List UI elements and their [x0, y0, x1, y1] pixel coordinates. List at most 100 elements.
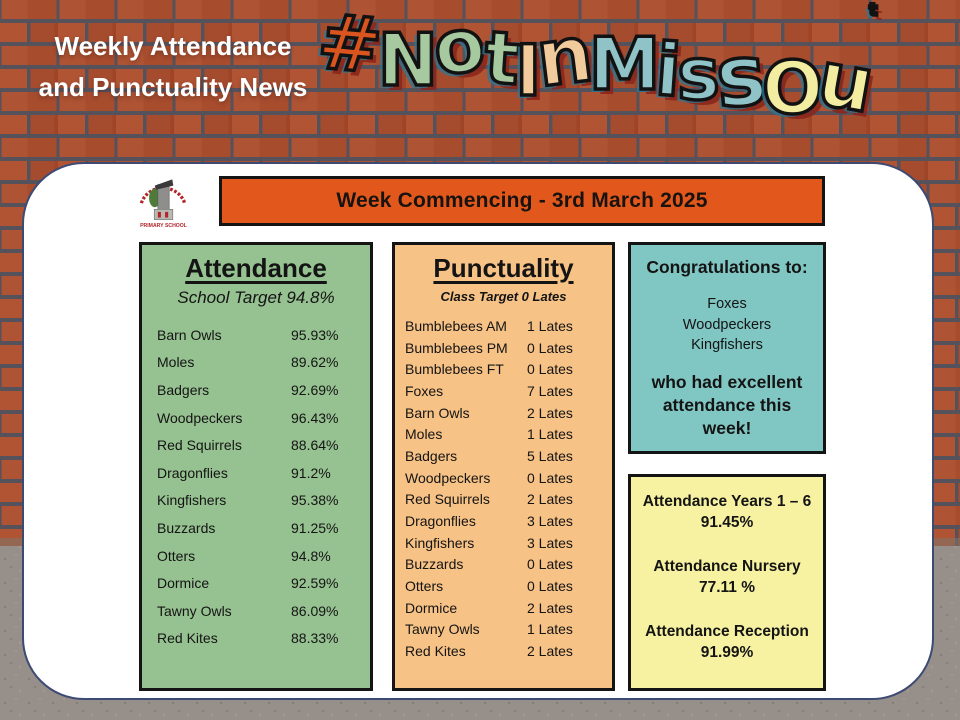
attendance-value: 91.2%: [291, 464, 331, 481]
lates-value: 2 Lates: [527, 643, 573, 660]
class-name: Woodpeckers: [157, 409, 243, 426]
attendance-summary-panel: Attendance Years 1 – 6 91.45% Attendance…: [628, 474, 826, 691]
class-name: Red Squirrels: [405, 491, 490, 508]
logo-letter: s: [675, 32, 721, 116]
class-name: Foxes: [405, 382, 444, 399]
class-name: Buzzards: [157, 519, 216, 536]
punctuality-list: Bumblebees AM 1 Lates Bumblebees PM 0 La…: [395, 315, 612, 662]
class-name: Barn Owls: [157, 326, 222, 343]
logo-letter: I: [513, 30, 543, 112]
lates-value: 2 Lates: [527, 404, 573, 421]
attendance-row: Badgers 92.69%: [142, 376, 370, 404]
attendance-row: Red Squirrels 88.64%: [142, 431, 370, 459]
class-name: Barn Owls: [405, 404, 470, 421]
punctuality-row: Red Kites 2 Lates: [395, 640, 612, 662]
logo-letter: s: [710, 23, 772, 128]
logo-letter: N: [376, 18, 440, 102]
congratulations-message: who had excellent attendance this week!: [651, 371, 803, 438]
class-name: Tawny Owls: [157, 602, 232, 619]
punctuality-row: Foxes 7 Lates: [395, 380, 612, 402]
attendance-value: 94.8%: [291, 547, 331, 564]
congratulated-class: Kingfishers: [691, 337, 763, 353]
page-title-line1: Weekly Attendance: [54, 31, 292, 61]
punctuality-row: Woodpeckers 0 Lates: [395, 467, 612, 489]
lates-value: 3 Lates: [527, 513, 573, 530]
summary-value: 91.45%: [700, 514, 754, 531]
congratulations-classes: Foxes Woodpeckers Kingfishers: [631, 294, 823, 356]
class-name: Kingfishers: [405, 534, 475, 551]
attendance-panel: Attendance School Target 94.8% Barn Owls…: [139, 242, 373, 691]
school-logo: PRIMARY SCHOOL: [139, 179, 187, 229]
summary-label: Attendance Reception: [645, 623, 809, 640]
class-name: Otters: [157, 547, 196, 564]
logo-letter: t: [868, 0, 879, 19]
summary-item: Attendance Reception 91.99%: [631, 621, 823, 663]
attendance-row: Kingfishers 95.38%: [142, 487, 370, 515]
punctuality-row: Dormice 2 Lates: [395, 597, 612, 619]
logo-base-mark: [165, 211, 169, 218]
attendance-value: 88.64%: [291, 437, 339, 454]
class-name: Red Squirrels: [157, 437, 242, 454]
attendance-row: Tawny Owls 86.09%: [142, 597, 370, 625]
class-name: Red Kites: [157, 630, 218, 647]
congratulated-class: Foxes: [707, 296, 747, 312]
class-name: Moles: [405, 426, 443, 443]
attendance-row: Woodpeckers 96.43%: [142, 404, 370, 432]
lates-value: 0 Lates: [527, 578, 573, 595]
class-name: Dormice: [405, 599, 458, 616]
lates-value: 7 Lates: [527, 382, 573, 399]
attendance-value: 96.43%: [291, 409, 339, 426]
lates-value: 3 Lates: [527, 534, 573, 551]
punctuality-title: Punctuality: [433, 253, 574, 283]
class-name: Kingfishers: [157, 492, 227, 509]
punctuality-panel: Punctuality Class Target 0 Lates Bumbleb…: [392, 242, 615, 691]
attendance-title: Attendance: [185, 253, 327, 283]
summary-label: Attendance Nursery: [653, 558, 801, 575]
logo-letter: O: [760, 46, 825, 130]
punctuality-row: Bumblebees FT 0 Lates: [395, 358, 612, 380]
logo-base-mark: [157, 211, 161, 218]
summary-item: Attendance Years 1 – 6 91.45%: [631, 491, 823, 533]
logo-tower-roof: [154, 179, 174, 190]
lates-value: 1 Lates: [527, 426, 573, 443]
punctuality-row: Bumblebees PM 0 Lates: [395, 337, 612, 359]
punctuality-row: Dragonflies 3 Lates: [395, 510, 612, 532]
class-name: Bumblebees PM: [405, 339, 508, 356]
class-name: Buzzards: [405, 556, 464, 573]
attendance-row: Moles 89.62%: [142, 349, 370, 377]
congratulated-class: Woodpeckers: [682, 316, 772, 333]
attendance-row: Dragonflies 91.2%: [142, 459, 370, 487]
punctuality-row: Otters 0 Lates: [395, 575, 612, 597]
logo-letter: #: [313, 0, 388, 92]
attendance-value: 86.09%: [291, 602, 339, 619]
punctuality-row: Buzzards 0 Lates: [395, 554, 612, 576]
summary-value: 77.11 %: [698, 579, 756, 596]
logo-base: [153, 209, 174, 220]
page-title: Weekly Attendance and Punctuality News: [16, 26, 330, 108]
class-name: Dragonflies: [405, 513, 476, 530]
class-name: Woodpeckers: [405, 469, 491, 486]
punctuality-row: Moles 1 Lates: [395, 423, 612, 445]
summary-item: Attendance Nursery 77.11 %: [631, 556, 823, 598]
attendance-summary-list: Attendance Years 1 – 6 91.45% Attendance…: [631, 477, 823, 663]
logo-letter: M: [587, 22, 662, 106]
page-title-line2: and Punctuality News: [38, 72, 308, 102]
class-name: Bumblebees FT: [405, 361, 504, 378]
congratulations-panel: Congratulations to: Foxes Woodpeckers Ki…: [628, 242, 826, 454]
lates-value: 5 Lates: [527, 447, 573, 464]
logo-letter: n: [530, 7, 600, 107]
punctuality-row: Bumblebees AM 1 Lates: [395, 315, 612, 337]
attendance-value: 88.33%: [291, 630, 339, 647]
lates-value: 0 Lates: [527, 361, 573, 378]
attendance-value: 95.93%: [291, 326, 339, 343]
class-name: Otters: [405, 578, 444, 595]
attendance-row: Red Kites 88.33%: [142, 625, 370, 653]
logo-letter: o: [428, 0, 491, 94]
lates-value: 0 Lates: [527, 339, 573, 356]
punctuality-row: Badgers 5 Lates: [395, 445, 612, 467]
class-name: Dormice: [157, 575, 210, 592]
punctuality-subtitle: Class Target 0 Lates: [440, 289, 567, 304]
attendance-value: 91.25%: [291, 519, 339, 536]
attendance-row: Barn Owls 95.93%: [142, 321, 370, 349]
punctuality-row: Tawny Owls 1 Lates: [395, 619, 612, 641]
